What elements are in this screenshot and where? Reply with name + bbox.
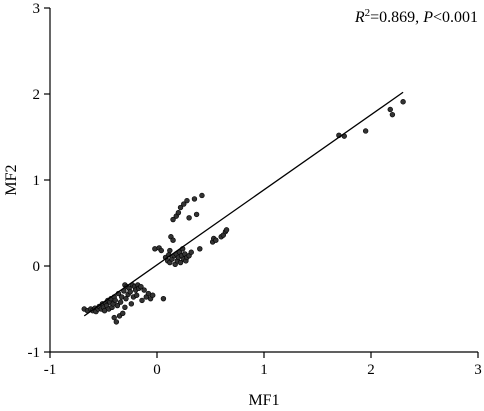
data-point xyxy=(112,297,118,304)
data-point xyxy=(193,211,200,218)
data-point xyxy=(167,247,173,254)
data-point xyxy=(223,227,230,233)
x-tick-label: -1 xyxy=(44,362,57,378)
data-point xyxy=(150,292,156,298)
y-tick-label: -1 xyxy=(28,345,41,361)
data-point xyxy=(387,106,393,113)
data-point xyxy=(141,287,147,293)
x-axis-title: MF1 xyxy=(248,392,279,409)
y-tick-label: 0 xyxy=(33,259,41,275)
axis-ticks: -1 0 1 2 3 -1 0 1 2 3 xyxy=(28,1,482,378)
annotation-stats: R2=0.869, P<0.001 xyxy=(354,7,478,26)
data-point xyxy=(122,304,128,310)
data-point xyxy=(184,197,190,204)
annotation-p: P xyxy=(422,9,433,26)
data-point xyxy=(139,297,145,304)
data-point xyxy=(186,215,192,221)
data-point xyxy=(199,192,205,199)
data-points xyxy=(81,99,406,325)
data-point xyxy=(117,299,124,305)
y-axis-title: MF2 xyxy=(3,164,20,195)
annotation-r: R xyxy=(354,9,365,26)
annotation-r-value: =0.869, xyxy=(370,9,423,26)
data-point xyxy=(175,209,182,216)
x-tick-label: 2 xyxy=(367,362,375,378)
data-point xyxy=(133,292,140,298)
data-point xyxy=(160,295,167,302)
data-point xyxy=(181,201,187,207)
data-point xyxy=(191,196,198,202)
data-point xyxy=(123,295,129,302)
data-point xyxy=(177,259,184,266)
y-tick-label: 1 xyxy=(33,173,41,189)
data-point xyxy=(158,247,164,254)
data-point xyxy=(188,249,194,255)
data-point xyxy=(170,216,176,223)
data-point xyxy=(197,246,203,252)
x-tick-label: 0 xyxy=(153,362,161,378)
x-tick-label: 3 xyxy=(474,362,482,378)
data-point xyxy=(111,314,117,321)
regression-line xyxy=(83,91,404,317)
y-tick-label: 3 xyxy=(33,1,41,17)
data-point xyxy=(400,99,406,105)
data-point xyxy=(362,128,369,134)
x-tick-label: 1 xyxy=(260,362,268,378)
data-point xyxy=(127,289,133,295)
data-point xyxy=(128,301,135,307)
data-point xyxy=(138,283,144,290)
data-point xyxy=(114,302,121,309)
data-point xyxy=(120,310,126,316)
annotation-r-superscript: 2 xyxy=(365,7,371,19)
y-tick-label: 2 xyxy=(33,87,41,103)
data-point xyxy=(177,204,184,211)
data-point xyxy=(152,246,158,252)
data-point xyxy=(389,111,396,118)
data-point xyxy=(170,237,176,243)
annotation-p-value: <0.001 xyxy=(433,9,478,26)
data-point xyxy=(213,237,219,243)
data-point xyxy=(113,319,120,325)
